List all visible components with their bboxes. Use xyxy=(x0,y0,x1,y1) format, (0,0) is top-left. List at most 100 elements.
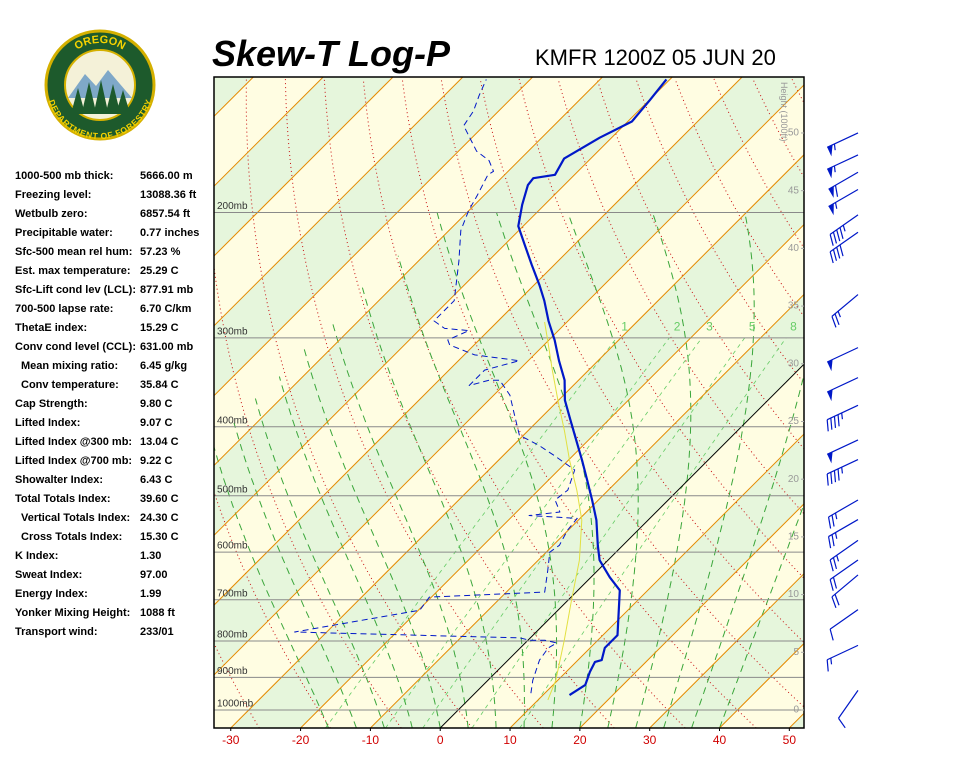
barb-half-feather xyxy=(841,412,844,420)
index-label: Lifted Index @700 mb: xyxy=(15,455,132,467)
isotherm xyxy=(370,293,804,728)
index-label: Freezing level: xyxy=(15,189,91,201)
dry-adiabat xyxy=(214,262,402,728)
barb-half-feather xyxy=(834,532,838,539)
stripe xyxy=(789,713,804,728)
barb-staff xyxy=(826,644,859,661)
index-label: Transport wind: xyxy=(15,626,98,638)
index-value: 5666.00 m xyxy=(140,170,193,182)
barb-feather xyxy=(832,557,838,570)
moist-adiabat xyxy=(719,503,804,728)
index-value: 6.45 g/kg xyxy=(140,360,187,372)
barb-pennant xyxy=(828,203,834,216)
dry-adiabat xyxy=(674,78,804,318)
index-label: 1000-500 mb thick: xyxy=(15,170,113,182)
barb-staff xyxy=(829,609,859,630)
isotherm xyxy=(214,77,533,397)
index-label: Lifted Index @300 mb: xyxy=(15,436,132,448)
barb-feather xyxy=(831,316,837,328)
barb-staff xyxy=(829,231,859,253)
logo-top-path: OREGON xyxy=(73,34,128,53)
index-value: 6.43 C xyxy=(140,474,172,486)
mixing-ratio-line xyxy=(519,337,787,728)
index-value: 13.04 C xyxy=(140,436,179,448)
wind-barb xyxy=(828,171,859,198)
index-label: Vertical Totals Index: xyxy=(21,512,130,524)
barb-feather xyxy=(834,594,840,606)
barb-feather xyxy=(826,419,829,432)
barb-staff xyxy=(826,404,859,421)
height-tick-label: 0 xyxy=(793,705,799,716)
index-label: Energy Index: xyxy=(15,588,88,600)
wind-barb xyxy=(838,690,859,729)
wind-barb xyxy=(829,539,859,572)
barb-feather xyxy=(826,473,829,486)
barb-feather xyxy=(826,659,829,672)
barb-half-feather xyxy=(834,512,838,520)
barb-half-feather xyxy=(834,202,838,209)
index-value: 13088.36 ft xyxy=(140,189,197,201)
pressure-tick-label: 300mb xyxy=(217,326,248,337)
index-label: Sweat Index: xyxy=(15,569,82,581)
barb-pennant xyxy=(827,359,833,372)
moist-adiabat xyxy=(397,255,525,728)
barb-feather xyxy=(829,579,834,591)
height-tick-label: 5 xyxy=(793,647,799,658)
isotherm xyxy=(439,363,804,728)
wind-barb xyxy=(826,404,859,432)
wind-barb xyxy=(827,499,859,529)
index-value: 24.30 C xyxy=(140,512,179,524)
wind-barb xyxy=(826,644,859,672)
isotherm xyxy=(214,84,804,676)
wind-barb xyxy=(829,609,859,641)
dry-adiabat xyxy=(440,78,804,708)
barb-feather xyxy=(837,414,840,427)
barb-half-feather xyxy=(836,555,840,562)
isotherm xyxy=(579,503,804,728)
barb-feather xyxy=(837,468,840,481)
x-tick-label: 50 xyxy=(783,733,797,747)
barb-feather xyxy=(832,231,838,244)
index-label: ThetaE index: xyxy=(15,322,87,334)
barb-feather xyxy=(830,472,833,484)
plot-frame xyxy=(213,76,805,729)
index-value: 35.84 C xyxy=(140,379,179,391)
index-value: 25.29 C xyxy=(140,265,179,277)
index-label: 700-500 lapse rate: xyxy=(15,303,113,315)
index-label: Yonker Mixing Height: xyxy=(15,607,130,619)
barb-feather xyxy=(829,234,834,246)
mixing-ratio-line xyxy=(325,337,617,728)
wind-barb xyxy=(831,574,859,609)
barb-staff xyxy=(828,189,859,208)
barb-staff xyxy=(826,347,859,363)
barb-staff xyxy=(828,171,859,190)
index-value: 877.91 mb xyxy=(140,284,193,296)
dry-adiabat xyxy=(909,79,960,728)
isotherm xyxy=(788,712,804,728)
stripe xyxy=(214,77,804,675)
barb-feather xyxy=(831,534,835,547)
barb-half-feather xyxy=(833,165,836,173)
barb-feather xyxy=(839,244,844,257)
wind-barb xyxy=(829,559,859,591)
barb-feather xyxy=(833,416,837,429)
index-label: Est. max temperature: xyxy=(15,265,131,277)
index-label: Conv cond level (CCL): xyxy=(15,341,136,353)
barb-staff xyxy=(829,214,859,235)
barb-staff xyxy=(826,377,859,393)
mixing-ratio-label: 1 xyxy=(621,320,628,334)
wind-barb xyxy=(826,459,859,486)
barb-half-feather xyxy=(830,657,833,665)
wind-barb xyxy=(829,214,859,246)
height-tick-label: 35 xyxy=(788,301,800,312)
wind-barb xyxy=(829,231,859,264)
isotherm xyxy=(214,77,603,467)
x-tick-label: 10 xyxy=(503,733,517,747)
barb-feather xyxy=(829,628,834,641)
index-value: 0.77 inches xyxy=(140,227,199,239)
dry-adiabat xyxy=(284,78,544,728)
barb-staff xyxy=(826,459,859,475)
moist-adiabat xyxy=(331,321,469,728)
barb-feather xyxy=(831,514,835,527)
index-value: 6.70 C/km xyxy=(140,303,192,315)
